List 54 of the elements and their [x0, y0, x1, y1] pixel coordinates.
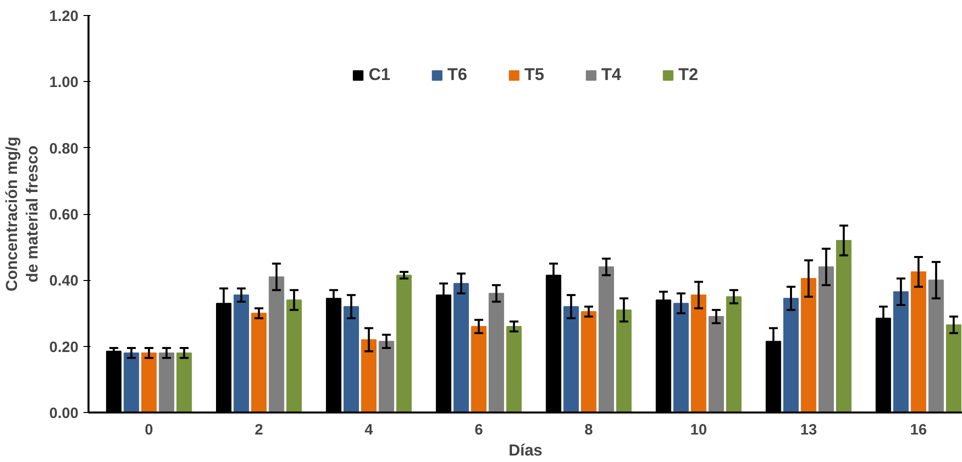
x-tick-label: 13 [800, 422, 817, 438]
x-tick-label: 6 [474, 422, 483, 438]
bar [378, 340, 394, 412]
bar [176, 352, 192, 412]
x-tick-label: 0 [144, 422, 154, 438]
bar [616, 309, 632, 412]
bar [690, 294, 706, 412]
bar [726, 296, 742, 412]
bar [158, 352, 174, 412]
legend-label: T2 [678, 65, 698, 85]
bar [598, 266, 614, 412]
x-axis-title: Días [508, 442, 542, 460]
legend-label: C1 [368, 65, 390, 85]
y-tick-label: 0.80 [49, 140, 79, 158]
legend-label: T6 [447, 65, 468, 85]
bar [893, 291, 909, 412]
legend-label: T5 [524, 65, 544, 85]
x-tick-label: 10 [690, 422, 707, 438]
bar [506, 326, 522, 412]
x-tick-label: 8 [584, 422, 593, 438]
bar [141, 352, 157, 412]
bar [673, 302, 689, 412]
y-tick-label: 1.00 [49, 74, 79, 92]
x-tick-label: 16 [910, 422, 927, 438]
bar [396, 274, 412, 412]
bar [800, 278, 816, 412]
bar [836, 240, 852, 412]
bar [708, 316, 724, 412]
y-axis-title: Concentración mg/g de material fresco [4, 136, 42, 292]
bar [818, 266, 834, 412]
bar [286, 300, 302, 412]
y-tick-label: 1.20 [49, 8, 79, 25]
y-tick-label: 0.20 [49, 338, 79, 356]
bar [471, 326, 486, 412]
bar [928, 280, 944, 412]
bar [234, 294, 250, 412]
bar [488, 292, 504, 412]
legend-label: T4 [601, 65, 622, 85]
bar [946, 324, 962, 412]
y-tick-label: 0.00 [49, 405, 79, 422]
bar [783, 298, 799, 412]
bar [344, 306, 359, 412]
bar [581, 311, 596, 412]
y-tick-label: 0.40 [49, 272, 79, 290]
bar [251, 312, 267, 412]
bar [268, 276, 284, 412]
bar [563, 306, 579, 412]
bar [453, 282, 469, 412]
x-tick-label: 2 [254, 422, 264, 438]
y-tick-label: 0.60 [49, 206, 79, 224]
bar [124, 352, 140, 412]
bar [361, 339, 377, 412]
x-tick-label: 4 [364, 422, 374, 438]
bar [910, 271, 926, 412]
